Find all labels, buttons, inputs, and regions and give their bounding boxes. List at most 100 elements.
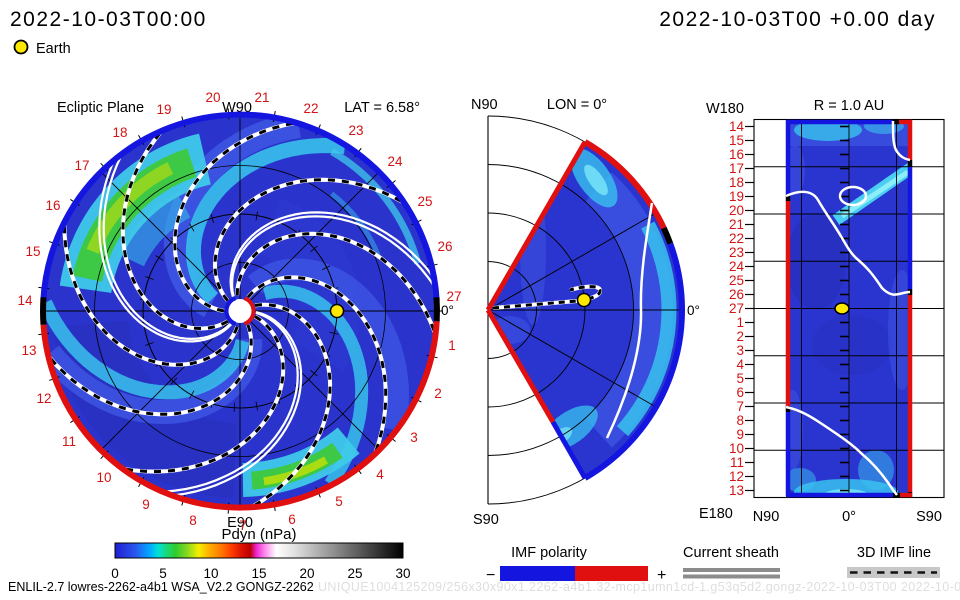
imf-spiral-dashed [246, 275, 388, 454]
imf-line-to-earth [492, 299, 578, 310]
forecast-datetime: 2022-10-03T00 +0.00 day [659, 8, 936, 31]
lat-label: LAT = 6.58° [344, 100, 420, 116]
earth-legend-icon [13, 39, 29, 55]
imf-spiral-dashed [121, 130, 229, 331]
radial-panel-title: R = 1.0 AU [814, 98, 885, 114]
current-sheath-line [229, 211, 434, 297]
radial-day-label: 1 [736, 315, 744, 330]
radial-day-label: 18 [729, 175, 744, 190]
orbit-tick [155, 255, 164, 261]
orbit-tick [189, 223, 195, 232]
ecliptic-day-label: 6 [288, 512, 296, 527]
current-sheath-line [605, 202, 654, 439]
radial-axis-labels: 1415161718192021222324252627123456789101… [729, 119, 942, 525]
earth-marker [576, 292, 592, 308]
n90-label: N90 [471, 97, 498, 113]
sun-disc [228, 299, 252, 323]
orbit-tick [144, 276, 154, 280]
imf-line-legend: 3D IMF line [847, 545, 940, 578]
current-sheath-loop [838, 185, 868, 207]
current-sheath-line [173, 310, 303, 497]
radial-day-label: 15 [729, 133, 744, 148]
radial-day-label: 13 [729, 483, 744, 498]
radial-day-label: 6 [736, 385, 744, 400]
current-sheath-legend: Current sheath [683, 545, 780, 579]
ecliptic-plane-panel: Ecliptic Plane W90 LAT = 6.58° 0° E90 12… [17, 90, 461, 533]
current-sheath-line [102, 154, 232, 341]
imf-spiral-dashed [235, 232, 436, 334]
imf-spiral-dashed [251, 303, 332, 507]
orbit-tick [310, 369, 318, 377]
ecliptic-day-label: 25 [417, 194, 432, 209]
radial-day-label: 16 [729, 147, 744, 162]
radial-day-label: 24 [729, 259, 745, 274]
ecliptic-day-label: 23 [348, 123, 363, 138]
imf-polarity-title: IMF polarity [511, 545, 587, 561]
ecliptic-day-label: 26 [437, 239, 452, 254]
wedge-positive-edge [485, 140, 588, 312]
sun-negative-ring [224, 296, 237, 326]
earth-legend-label: Earth [36, 41, 71, 57]
ecliptic-day-label: 14 [17, 293, 33, 308]
colorbar-gradient-bar [114, 542, 404, 559]
ecliptic-day-label: 9 [142, 497, 150, 512]
current-sheath-line [230, 215, 436, 297]
radial-map-panel: W180 R = 1.0 AU E180 1415161718192021222… [699, 98, 945, 525]
orbit-tick [233, 402, 236, 412]
radial-day-label: 23 [729, 245, 744, 260]
colorbar-tick-label: 0 [111, 566, 119, 581]
orbit-tick [255, 211, 258, 221]
ecliptic-day-label: 5 [335, 494, 343, 509]
radial-day-label: 25 [729, 273, 744, 288]
colorbar-tick-label: 25 [347, 566, 362, 581]
colorbar-tick-label: 10 [203, 566, 218, 581]
ecliptic-day-label: 12 [36, 391, 51, 406]
imf-spiral-dashed [173, 121, 296, 313]
radial-day-label: 9 [736, 427, 744, 442]
model-info: ENLIL-2.7 lowres-2262-a4b1 WSA_V2.2 GONG… [8, 580, 314, 594]
radial-day-label: 5 [736, 371, 744, 386]
colorbar-tick-label: 5 [159, 566, 167, 581]
imf-spiral-dashed [62, 224, 239, 367]
ecliptic-day-label: 22 [303, 101, 318, 116]
meridional-grid-radial [487, 309, 657, 408]
ecliptic-panel-title: Ecliptic Plane [57, 100, 144, 116]
colorbar: Pdyn (nPa) 0 5 10 15 20 25 30 [111, 526, 410, 581]
ecliptic-day-label: 13 [21, 343, 36, 358]
radial-zero-label: 0° [842, 509, 856, 525]
ecliptic-polarity-rim [40, 111, 440, 511]
ecliptic-day-label: 2 [434, 386, 442, 401]
orbit-tick [255, 401, 258, 411]
current-sheath-line [785, 405, 898, 496]
radial-day-label: 27 [729, 301, 744, 316]
colorbar-tick-label: 20 [299, 566, 314, 581]
colorbar-title: Pdyn (nPa) [221, 526, 296, 543]
s90-label: S90 [473, 512, 499, 528]
ecliptic-day-label: 10 [96, 470, 111, 485]
colorbar-tick-label: 15 [251, 566, 266, 581]
radial-day-label: 11 [730, 455, 744, 470]
orbit-tick [329, 331, 339, 335]
ecliptic-day-label: 7 [239, 518, 247, 533]
orbit-tick [310, 245, 318, 253]
orbit-tick [322, 265, 331, 271]
imf-minus-sign: − [486, 567, 495, 584]
imf-line-title: 3D IMF line [857, 545, 931, 561]
earth-marker [329, 303, 345, 319]
meridional-panel: N90 LON = 0° 0° S90 [471, 97, 700, 528]
meridional-overlays [485, 139, 686, 481]
radial-n90-label: N90 [753, 509, 780, 525]
sun-positive-ring [243, 296, 256, 326]
current-sheath-title: Current sheath [683, 545, 779, 561]
current-datetime: 2022-10-03T00:00 [10, 8, 207, 31]
imf-plus-sign: + [657, 567, 666, 584]
radial-day-label: 17 [729, 161, 744, 176]
watermark: UNIQUE1004125209/256x30x90x1.2262-a4b1.3… [318, 580, 960, 594]
ecliptic-day-label: 19 [156, 102, 171, 117]
radial-day-label: 19 [729, 189, 744, 204]
colorbar-tick-label: 30 [395, 566, 410, 581]
meridional-panel-title: LON = 0° [547, 97, 607, 113]
orbit-tick [170, 377, 178, 385]
